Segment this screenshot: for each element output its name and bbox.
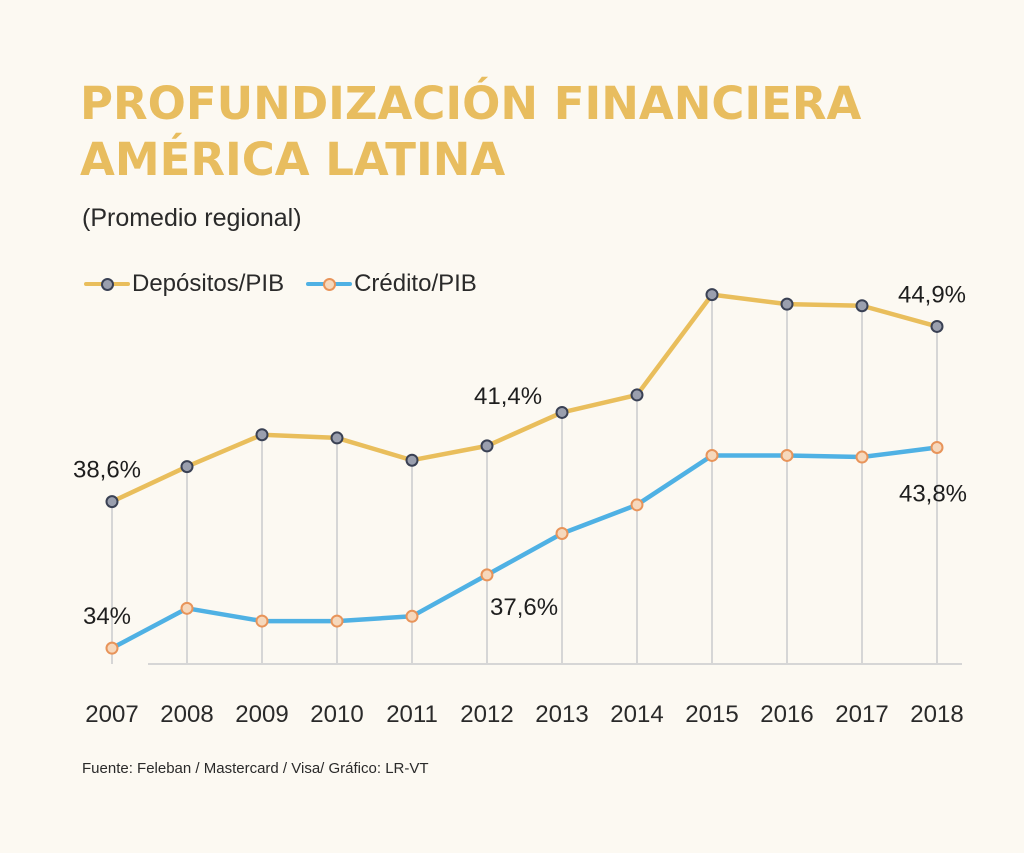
x-tick-label-2007: 2007 [85,701,138,728]
x-tick-label-2018: 2018 [910,701,963,728]
point-depositos-2008 [180,460,194,474]
data-label-credito-2012: 37,6% [490,594,558,621]
point-credito-2007 [105,641,119,655]
point-credito-2009 [255,614,269,628]
data-label-depositos-2018: 44,9% [898,281,966,308]
x-tick-label-2014: 2014 [610,701,663,728]
point-depositos-2007 [105,495,119,509]
x-tick-label-2015: 2015 [685,701,738,728]
point-credito-2018 [930,440,944,454]
point-credito-2014 [630,498,644,512]
x-tick-label-2010: 2010 [310,701,363,728]
series-line-depositos [109,292,940,504]
data-label-credito-2007: 34% [83,603,131,630]
point-credito-2013 [555,526,569,540]
point-depositos-2014 [630,388,644,402]
point-depositos-2009 [255,428,269,442]
legend-swatch-credito [306,274,353,294]
point-credito-2017 [855,450,869,464]
legend-item-credito: Crédito/PIB [306,270,477,298]
legend-label-credito: Crédito/PIB [354,270,477,297]
point-credito-2012 [480,568,494,582]
point-depositos-2016 [780,297,794,311]
x-tick-label-2009: 2009 [235,701,288,728]
data-label-depositos-2007: 38,6% [73,457,141,484]
legend-label-depositos: Depósitos/PIB [132,270,285,297]
point-credito-2015 [705,448,719,462]
data-label-depositos-2012: 41,4% [474,383,542,410]
point-depositos-2012 [480,439,494,453]
chart-title-line-2: AMÉRICA LATINA [80,133,506,186]
point-depositos-2017 [855,299,869,313]
x-tick-label-2011: 2011 [386,701,438,728]
chart-title-line-1: PROFUNDIZACIÓN FINANCIERA [80,77,862,130]
source-note: Fuente: Feleban / Mastercard / Visa/ Grá… [82,760,429,777]
point-depositos-2010 [330,431,344,445]
point-depositos-2013 [555,405,569,419]
x-tick-label-2012: 2012 [460,701,513,728]
point-depositos-2018 [930,319,944,333]
x-tick-label-2013: 2013 [535,701,588,728]
series-line-credito [109,445,940,651]
point-depositos-2015 [705,288,719,302]
point-credito-2008 [180,601,194,615]
chart-subtitle: (Promedio regional) [82,204,302,232]
point-credito-2016 [780,448,794,462]
chart-title: PROFUNDIZACIÓN FINANCIERA AMÉRICA LATINA [80,76,861,188]
legend-swatch-depositos [84,274,130,294]
data-label-credito-2018: 43,8% [899,480,967,507]
point-depositos-2011 [405,453,419,467]
point-credito-2011 [405,609,419,623]
legend-item-depositos: Depósitos/PIB [84,270,284,298]
x-tick-label-2017: 2017 [835,701,888,728]
x-tick-label-2008: 2008 [160,701,213,728]
point-credito-2010 [330,614,344,628]
legend: Depósitos/PIB Crédito/PIB [84,266,499,302]
x-tick-label-2016: 2016 [760,701,813,728]
